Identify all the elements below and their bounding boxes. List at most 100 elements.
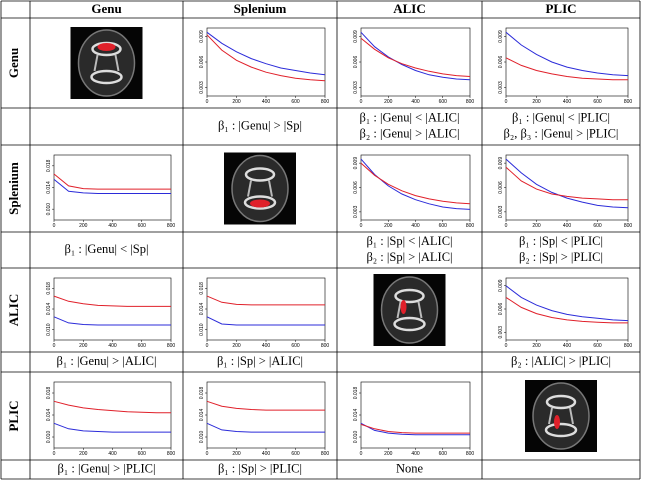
brain-image — [373, 274, 446, 346]
x-tick-label: 0 — [505, 343, 508, 349]
x-tick-label: 600 — [439, 451, 448, 457]
y-tick-label: 0.006 — [353, 56, 359, 69]
curve — [505, 31, 629, 77]
white-matter — [544, 422, 578, 438]
y-tick-label: 0.014 — [46, 409, 52, 422]
x-tick-label: 800 — [167, 451, 176, 457]
x-tick-label: 600 — [593, 223, 602, 229]
curve — [53, 400, 171, 414]
plot-frame — [360, 381, 471, 449]
cell-note: β₂, β₃ : |Genu| > |PLIC| — [504, 126, 619, 140]
x-tick-label: 400 — [262, 99, 271, 105]
curve — [206, 400, 325, 411]
cell-note: β₂ : |ALIC| > |PLIC| — [511, 354, 611, 368]
x-tick-label: 0 — [360, 451, 363, 457]
white-matter — [569, 407, 574, 425]
y-tick-label: 0.010 — [46, 323, 52, 336]
curve — [360, 31, 471, 81]
y-tick-label: 0.014 — [199, 303, 205, 316]
curve — [53, 173, 171, 190]
white-matter — [247, 180, 252, 197]
x-tick-label: 0 — [206, 451, 209, 457]
x-tick-label: 200 — [79, 223, 88, 229]
y-tick-label: 0.003 — [199, 81, 205, 94]
y-tick-label: 0.010 — [199, 323, 205, 336]
curve — [53, 295, 171, 307]
curve — [53, 422, 171, 433]
y-tick-label: 0.006 — [353, 181, 359, 194]
curve — [360, 423, 470, 434]
brain-outline — [380, 276, 439, 344]
white-matter — [394, 288, 425, 304]
y-tick-label: 0.018 — [46, 282, 52, 295]
y-tick-label: 0.014 — [199, 409, 205, 422]
x-tick-label: 800 — [167, 343, 176, 349]
cell-note: β₂ : |Sp| > |ALIC| — [366, 250, 452, 264]
curve — [53, 316, 171, 326]
x-tick-label: 400 — [108, 223, 117, 229]
y-tick-label: 0.006 — [498, 303, 504, 316]
y-tick-label: 0.009 — [498, 279, 504, 292]
y-tick-label: 0.003 — [498, 326, 504, 339]
brain-outline — [231, 154, 289, 223]
x-tick-label: 800 — [167, 223, 176, 229]
y-tick-label: 0.018 — [46, 387, 52, 400]
x-tick-label: 0 — [206, 99, 209, 105]
x-tick-label: 200 — [532, 223, 541, 229]
y-tick-label: 0.006 — [199, 56, 205, 69]
region-highlight — [250, 199, 270, 208]
row-header: PLIC — [6, 400, 21, 431]
x-tick-label: 0 — [53, 343, 56, 349]
x-tick-label: 800 — [624, 343, 633, 349]
y-tick-label: 0.010 — [46, 203, 52, 216]
x-tick-label: 600 — [439, 223, 448, 229]
white-matter — [90, 69, 123, 85]
white-matter — [548, 407, 553, 425]
x-tick-label: 0 — [505, 99, 508, 105]
row-header: Splenium — [6, 162, 21, 215]
y-tick-label: 0.010 — [353, 431, 359, 444]
cell-note: β₁ : |Sp| > |ALIC| — [217, 354, 303, 368]
plot-frame — [206, 381, 326, 449]
y-tick-label: 0.018 — [46, 159, 52, 172]
y-tick-label: 0.010 — [199, 431, 205, 444]
curve — [360, 422, 470, 436]
x-tick-label: 0 — [53, 451, 56, 457]
region-highlight — [97, 43, 116, 51]
x-tick-label: 600 — [593, 343, 602, 349]
plot-frame — [505, 27, 629, 97]
x-tick-label: 0 — [206, 343, 209, 349]
x-tick-label: 800 — [624, 223, 633, 229]
x-tick-label: 200 — [232, 451, 241, 457]
x-tick-label: 200 — [79, 451, 88, 457]
curve — [360, 37, 471, 77]
curve — [206, 31, 326, 76]
white-matter — [243, 195, 277, 210]
x-tick-label: 400 — [262, 451, 271, 457]
x-tick-label: 200 — [232, 343, 241, 349]
x-tick-label: 400 — [411, 99, 420, 105]
curve — [206, 422, 325, 433]
x-tick-label: 600 — [593, 99, 602, 105]
x-tick-label: 600 — [439, 99, 448, 105]
cell-note: β₁ : |Sp| > |PLIC| — [218, 461, 302, 475]
white-matter — [268, 180, 273, 197]
y-tick-label: 0.003 — [498, 81, 504, 94]
y-tick-label: 0.018 — [199, 387, 205, 400]
curve — [505, 166, 628, 201]
cell-note: β₁ : |Genu| < |ALIC| — [360, 110, 460, 124]
column-header: Splenium — [234, 1, 287, 16]
x-tick-label: 600 — [291, 99, 300, 105]
white-matter — [396, 301, 402, 319]
region-highlight — [400, 300, 407, 314]
y-tick-label: 0.018 — [199, 282, 205, 295]
x-tick-label: 800 — [466, 223, 475, 229]
x-tick-label: 200 — [384, 99, 393, 105]
y-tick-label: 0.003 — [498, 205, 504, 218]
x-tick-label: 200 — [232, 99, 241, 105]
x-tick-label: 800 — [624, 99, 633, 105]
x-tick-label: 600 — [291, 451, 300, 457]
cell-note: β₂ : |Genu| > |ALIC| — [360, 126, 460, 140]
x-tick-label: 400 — [108, 343, 117, 349]
y-tick-label: 0.010 — [46, 431, 52, 444]
